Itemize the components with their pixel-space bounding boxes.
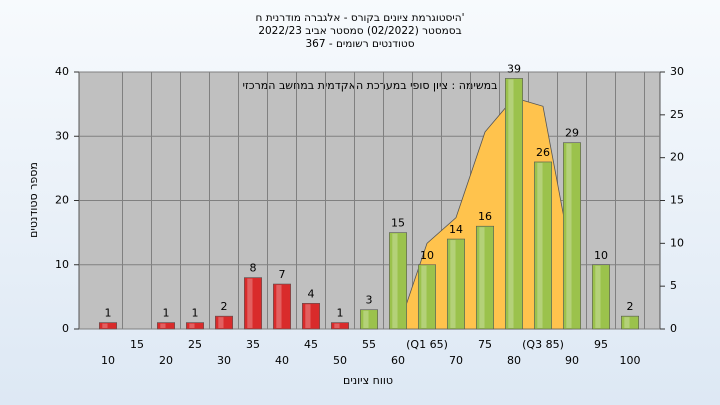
bar-highlight [305, 304, 311, 328]
value-label: 26 [536, 146, 550, 159]
bar-highlight [479, 227, 485, 328]
annotation: במשימה : ציון סופי במערכת האקדמית במחשב … [243, 79, 498, 92]
bar [533, 161, 552, 330]
x-tick-label: 95 [594, 338, 608, 351]
bar-highlight [218, 317, 224, 328]
bar [620, 315, 639, 330]
bar [157, 322, 176, 330]
x-tick-label: 25 [188, 338, 202, 351]
value-label: 2 [627, 300, 634, 313]
bar [186, 322, 205, 330]
y-tick-label: 40 [55, 65, 69, 78]
bar-highlight [247, 278, 253, 328]
bar-highlight [537, 162, 543, 328]
bar [272, 283, 291, 330]
value-label: 7 [279, 268, 286, 281]
x-tick-label: 75 [478, 338, 492, 351]
value-label: 14 [449, 223, 463, 236]
bar-highlight [566, 143, 572, 328]
title-line: בסמסטר (02/2022) סמסטר אביב 2022/23 [258, 25, 461, 37]
value-label: 15 [391, 217, 405, 230]
bar-highlight [624, 317, 630, 328]
value-label: 29 [565, 127, 579, 140]
x-tick-label: 70 [449, 354, 463, 367]
x-tick-label: 100 [620, 354, 641, 367]
bar-highlight [508, 79, 514, 328]
y2-tick-label: 30 [670, 65, 684, 78]
bar [359, 309, 378, 330]
x-tick-label: 45 [304, 338, 318, 351]
bar [244, 277, 263, 330]
x-tick-label: 35 [246, 338, 260, 351]
value-label: 1 [337, 307, 344, 320]
value-label: 10 [594, 249, 608, 262]
y-tick-label: 30 [55, 129, 69, 142]
y2-tick-label: 10 [670, 236, 684, 249]
x-tick-label: 10 [101, 354, 115, 367]
y-tick-label: 20 [55, 194, 69, 207]
x-tick-label: (Q3 85) [522, 338, 564, 351]
value-label: 16 [478, 210, 492, 223]
value-label: 3 [366, 294, 373, 307]
y-tick-label: 10 [55, 258, 69, 271]
title-line: סטודנטים רשומים - 367 [305, 38, 414, 50]
value-label: 1 [163, 307, 170, 320]
x-tick-label: 50 [333, 354, 347, 367]
bar-highlight [189, 323, 195, 328]
title-line: היסטוגרמת ציונים בקורס - אלגברה מודרנית … [256, 12, 465, 24]
y2-tick-label: 20 [670, 151, 684, 164]
bar-highlight [421, 265, 427, 328]
bar-highlight [450, 240, 456, 328]
x-tick-label: 80 [507, 354, 521, 367]
x-tick-label: 60 [391, 354, 405, 367]
value-label: 8 [250, 262, 257, 275]
bar [417, 264, 436, 330]
x-tick-label: 40 [275, 354, 289, 367]
value-label: 2 [221, 300, 228, 313]
bar-highlight [334, 323, 340, 328]
bar-highlight [160, 323, 166, 328]
bar-highlight [363, 310, 369, 328]
value-label: 39 [507, 62, 521, 75]
bar [301, 302, 320, 330]
x-tick-label: 15 [130, 338, 144, 351]
value-label: 1 [105, 307, 112, 320]
y2-tick-label: 25 [670, 108, 684, 121]
x-tick-label: (Q1 65) [406, 338, 448, 351]
x-tick-label: 30 [217, 354, 231, 367]
y2-tick-label: 15 [670, 194, 684, 207]
x-axis-label: טווח ציונים [343, 374, 393, 387]
bar [388, 232, 407, 330]
value-label: 4 [308, 287, 315, 300]
bar [562, 142, 581, 330]
x-tick-label: 55 [362, 338, 376, 351]
bar-highlight [392, 233, 398, 328]
bar-highlight [102, 323, 108, 328]
bar [215, 315, 234, 330]
bar-highlight [595, 265, 601, 328]
y-tick-label: 0 [62, 322, 69, 335]
bar [504, 78, 523, 330]
x-tick-label: 20 [159, 354, 173, 367]
x-tick-label: 90 [565, 354, 579, 367]
bar [475, 225, 494, 330]
y-axis-label: מספר סטודנטים [27, 162, 40, 238]
value-label: 10 [420, 249, 434, 262]
bar [591, 264, 610, 330]
bar [99, 322, 118, 330]
bar [446, 238, 465, 330]
bar-highlight [276, 285, 282, 328]
y2-tick-label: 0 [670, 322, 677, 335]
y2-tick-label: 5 [670, 279, 677, 292]
value-label: 1 [192, 307, 199, 320]
bar [330, 322, 349, 330]
